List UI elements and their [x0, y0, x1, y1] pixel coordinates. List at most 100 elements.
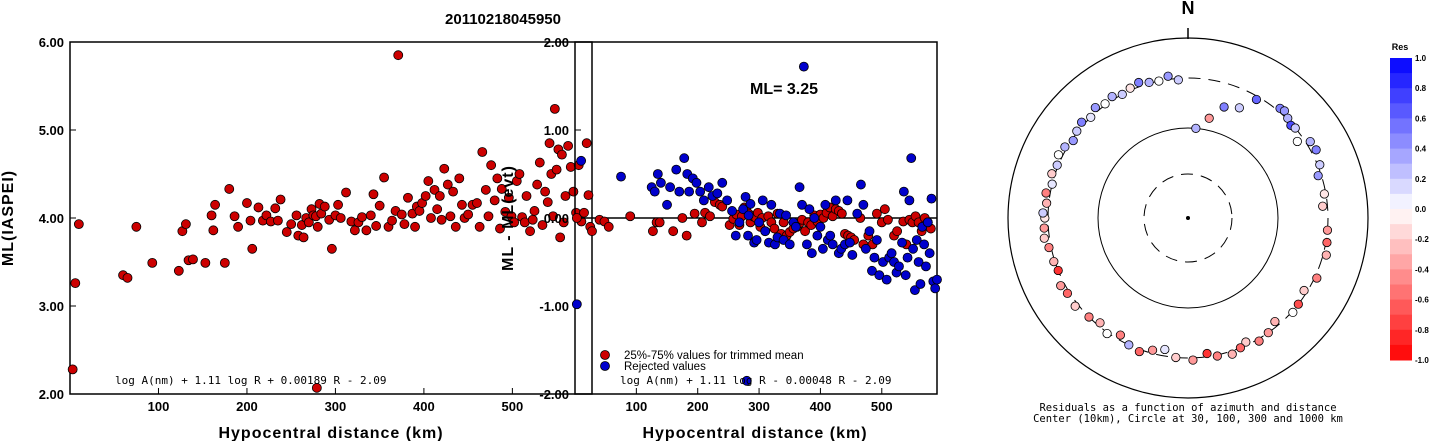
y-tick-label: 3.00 — [39, 299, 64, 314]
station-point — [1292, 136, 1302, 147]
station-point — [1270, 316, 1280, 327]
data-point — [410, 221, 420, 232]
station-point — [1171, 352, 1181, 363]
ring-30km — [1143, 173, 1233, 263]
station-point — [1202, 348, 1212, 359]
station-point — [1047, 169, 1057, 179]
data-point — [529, 206, 540, 216]
data-points — [1038, 71, 1333, 365]
station-point — [1234, 103, 1244, 113]
data-point — [450, 221, 461, 232]
data-point — [477, 147, 488, 157]
x-axis-label: Hypocentral distance (km) — [218, 425, 443, 441]
station-point — [1044, 242, 1054, 253]
center-marker — [1186, 216, 1190, 220]
data-point-rejected — [665, 182, 676, 193]
panel-ml-vs-distance: 2.00 3.00 4.00 5.00 6.00 100 200 300 400 500 ML(… — [0, 35, 597, 441]
data-point-rejected — [894, 261, 904, 272]
data-point-rejected — [671, 164, 682, 175]
x-tick-label: 100 — [626, 399, 648, 414]
data-point — [420, 191, 431, 201]
data-point-used — [571, 213, 582, 223]
data-point-rejected — [655, 177, 666, 188]
data-point — [442, 179, 453, 190]
station-point — [1038, 208, 1048, 218]
data-point — [247, 243, 258, 254]
data-point — [335, 213, 346, 223]
data-point-rejected — [652, 169, 663, 179]
x-axis-ticks: 100 200 300 400 500 — [626, 388, 893, 414]
x-tick-label: 400 — [810, 399, 832, 414]
station-point — [1311, 145, 1321, 155]
data-points — [67, 50, 597, 393]
data-point — [210, 199, 220, 210]
data-point-rejected — [722, 195, 733, 206]
station-point — [1318, 201, 1328, 211]
data-point-rejected — [908, 243, 918, 254]
ring-300km — [1047, 77, 1329, 359]
data-point-rejected — [730, 230, 741, 241]
colorbar-tick-label: 0.0 — [1415, 205, 1427, 214]
data-point-rejected — [886, 248, 897, 259]
data-point-used — [871, 208, 882, 219]
data-point-rejected — [919, 239, 930, 250]
data-point — [326, 243, 337, 254]
data-point — [319, 201, 330, 212]
station-point — [1134, 77, 1144, 88]
data-point-rejected — [743, 230, 753, 241]
data-point-rejected — [913, 257, 924, 267]
data-point — [509, 217, 520, 228]
data-point-rejected — [760, 226, 771, 237]
data-point — [445, 211, 456, 222]
data-point — [555, 232, 566, 243]
data-point-rejected — [679, 153, 690, 164]
data-point — [181, 219, 191, 230]
data-point-rejected — [922, 217, 933, 228]
data-point — [548, 211, 558, 222]
y-axis-label: ML(IASPEI) — [0, 170, 17, 266]
panel-azimuth-polar: N Residuals as a function of azimuth and… — [1007, 0, 1369, 425]
data-point — [579, 207, 589, 218]
colorbar-cell — [1390, 269, 1412, 285]
data-point — [454, 173, 465, 184]
data-point — [534, 157, 545, 168]
colorbar-cell — [1390, 118, 1412, 134]
data-point — [379, 172, 389, 183]
station-point — [1052, 160, 1062, 170]
data-point — [393, 50, 404, 61]
data-point-rejected — [798, 61, 809, 72]
data-point — [188, 254, 198, 265]
data-point-rejected — [930, 283, 941, 294]
colorbar-tick-label: -0.8 — [1415, 326, 1429, 335]
data-point — [206, 210, 217, 221]
data-point — [495, 223, 505, 234]
station-point — [1288, 307, 1298, 318]
data-point-rejected — [745, 199, 756, 209]
station-point — [1062, 288, 1073, 298]
x-tick-label: 500 — [871, 399, 893, 414]
data-point — [434, 191, 445, 201]
colorbar-cell — [1390, 209, 1412, 225]
data-point — [73, 219, 84, 230]
y-tick-label: 4.00 — [39, 211, 64, 226]
data-point — [67, 364, 78, 375]
data-point-rejected — [911, 235, 922, 245]
data-point-used — [836, 208, 847, 219]
data-point-rejected — [754, 217, 764, 228]
caption-line-1: Residuals as a function of azimuth and d… — [1039, 402, 1336, 414]
station-point — [1039, 223, 1049, 233]
legend-marker-used — [600, 350, 610, 360]
data-point — [551, 164, 562, 175]
data-point — [436, 214, 447, 225]
data-point-rejected — [804, 204, 815, 215]
data-point-rejected — [844, 237, 855, 248]
data-point-used — [625, 211, 636, 222]
colorbar-cell — [1390, 239, 1412, 255]
data-point — [368, 189, 379, 200]
y-tick-label: 5.00 — [39, 123, 64, 138]
data-point — [496, 184, 507, 194]
colorbar-cell — [1390, 299, 1412, 316]
station-point — [1219, 102, 1229, 112]
data-point-rejected — [740, 191, 751, 202]
data-point — [396, 209, 407, 220]
